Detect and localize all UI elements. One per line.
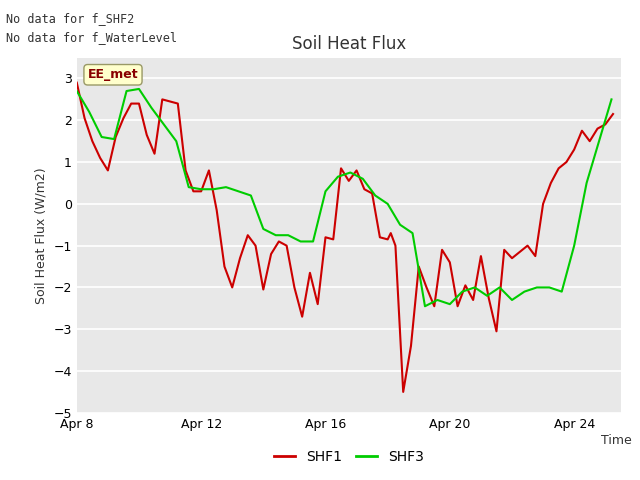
SHF3 <box>508 297 516 303</box>
SHF3 <box>496 285 504 290</box>
SHF1 <box>586 138 593 144</box>
SHF3 <box>110 136 118 142</box>
SHF1 <box>399 389 407 395</box>
SHF1 <box>337 166 345 171</box>
SHF3 <box>471 285 479 290</box>
SHF3 <box>607 96 615 102</box>
SHF3 <box>409 230 417 236</box>
SHF3 <box>148 105 156 110</box>
SHF3 <box>421 303 429 309</box>
SHF3 <box>197 186 205 192</box>
SHF3 <box>210 186 218 192</box>
SHF3 <box>185 184 193 190</box>
SHF1 <box>392 243 399 249</box>
SHF3 <box>172 138 180 144</box>
SHF3 <box>570 243 578 249</box>
Text: No data for f_WaterLevel: No data for f_WaterLevel <box>6 31 177 44</box>
SHF3 <box>433 297 441 303</box>
SHF1 <box>609 111 617 117</box>
SHF3 <box>334 174 342 180</box>
Text: EE_met: EE_met <box>88 68 138 81</box>
SHF3 <box>384 201 392 207</box>
SHF3 <box>247 192 255 198</box>
SHF3 <box>160 121 168 127</box>
Line: SHF1: SHF1 <box>77 83 613 392</box>
SHF3 <box>583 180 591 186</box>
Text: No data for f_SHF2: No data for f_SHF2 <box>6 12 134 24</box>
SHF1 <box>88 138 96 144</box>
SHF3 <box>396 222 404 228</box>
SHF3 <box>346 169 354 175</box>
SHF3 <box>595 138 603 144</box>
SHF1 <box>228 285 236 290</box>
SHF3 <box>222 184 230 190</box>
SHF3 <box>98 134 106 140</box>
SHF3 <box>123 88 131 94</box>
SHF3 <box>135 86 143 92</box>
SHF3 <box>446 301 454 307</box>
SHF3 <box>297 239 305 244</box>
SHF3 <box>235 189 243 194</box>
SHF3 <box>533 285 541 290</box>
SHF3 <box>259 226 267 232</box>
SHF3 <box>272 232 280 238</box>
SHF3 <box>359 176 367 181</box>
SHF3 <box>309 239 317 244</box>
Title: Soil Heat Flux: Soil Heat Flux <box>292 35 406 53</box>
SHF3 <box>371 192 379 198</box>
SHF3 <box>85 109 93 115</box>
SHF3 <box>545 285 553 290</box>
SHF3 <box>322 189 330 194</box>
SHF3 <box>458 289 466 295</box>
Y-axis label: Soil Heat Flux (W/m2): Soil Heat Flux (W/m2) <box>35 167 48 303</box>
SHF1 <box>485 295 493 301</box>
SHF3 <box>558 289 566 295</box>
SHF1 <box>73 80 81 85</box>
X-axis label: Time: Time <box>601 434 632 447</box>
SHF3 <box>483 293 491 299</box>
SHF3 <box>520 289 528 295</box>
SHF3 <box>284 232 292 238</box>
Legend: SHF1, SHF3: SHF1, SHF3 <box>268 444 429 470</box>
SHF3 <box>73 88 81 94</box>
Line: SHF3: SHF3 <box>77 89 611 306</box>
